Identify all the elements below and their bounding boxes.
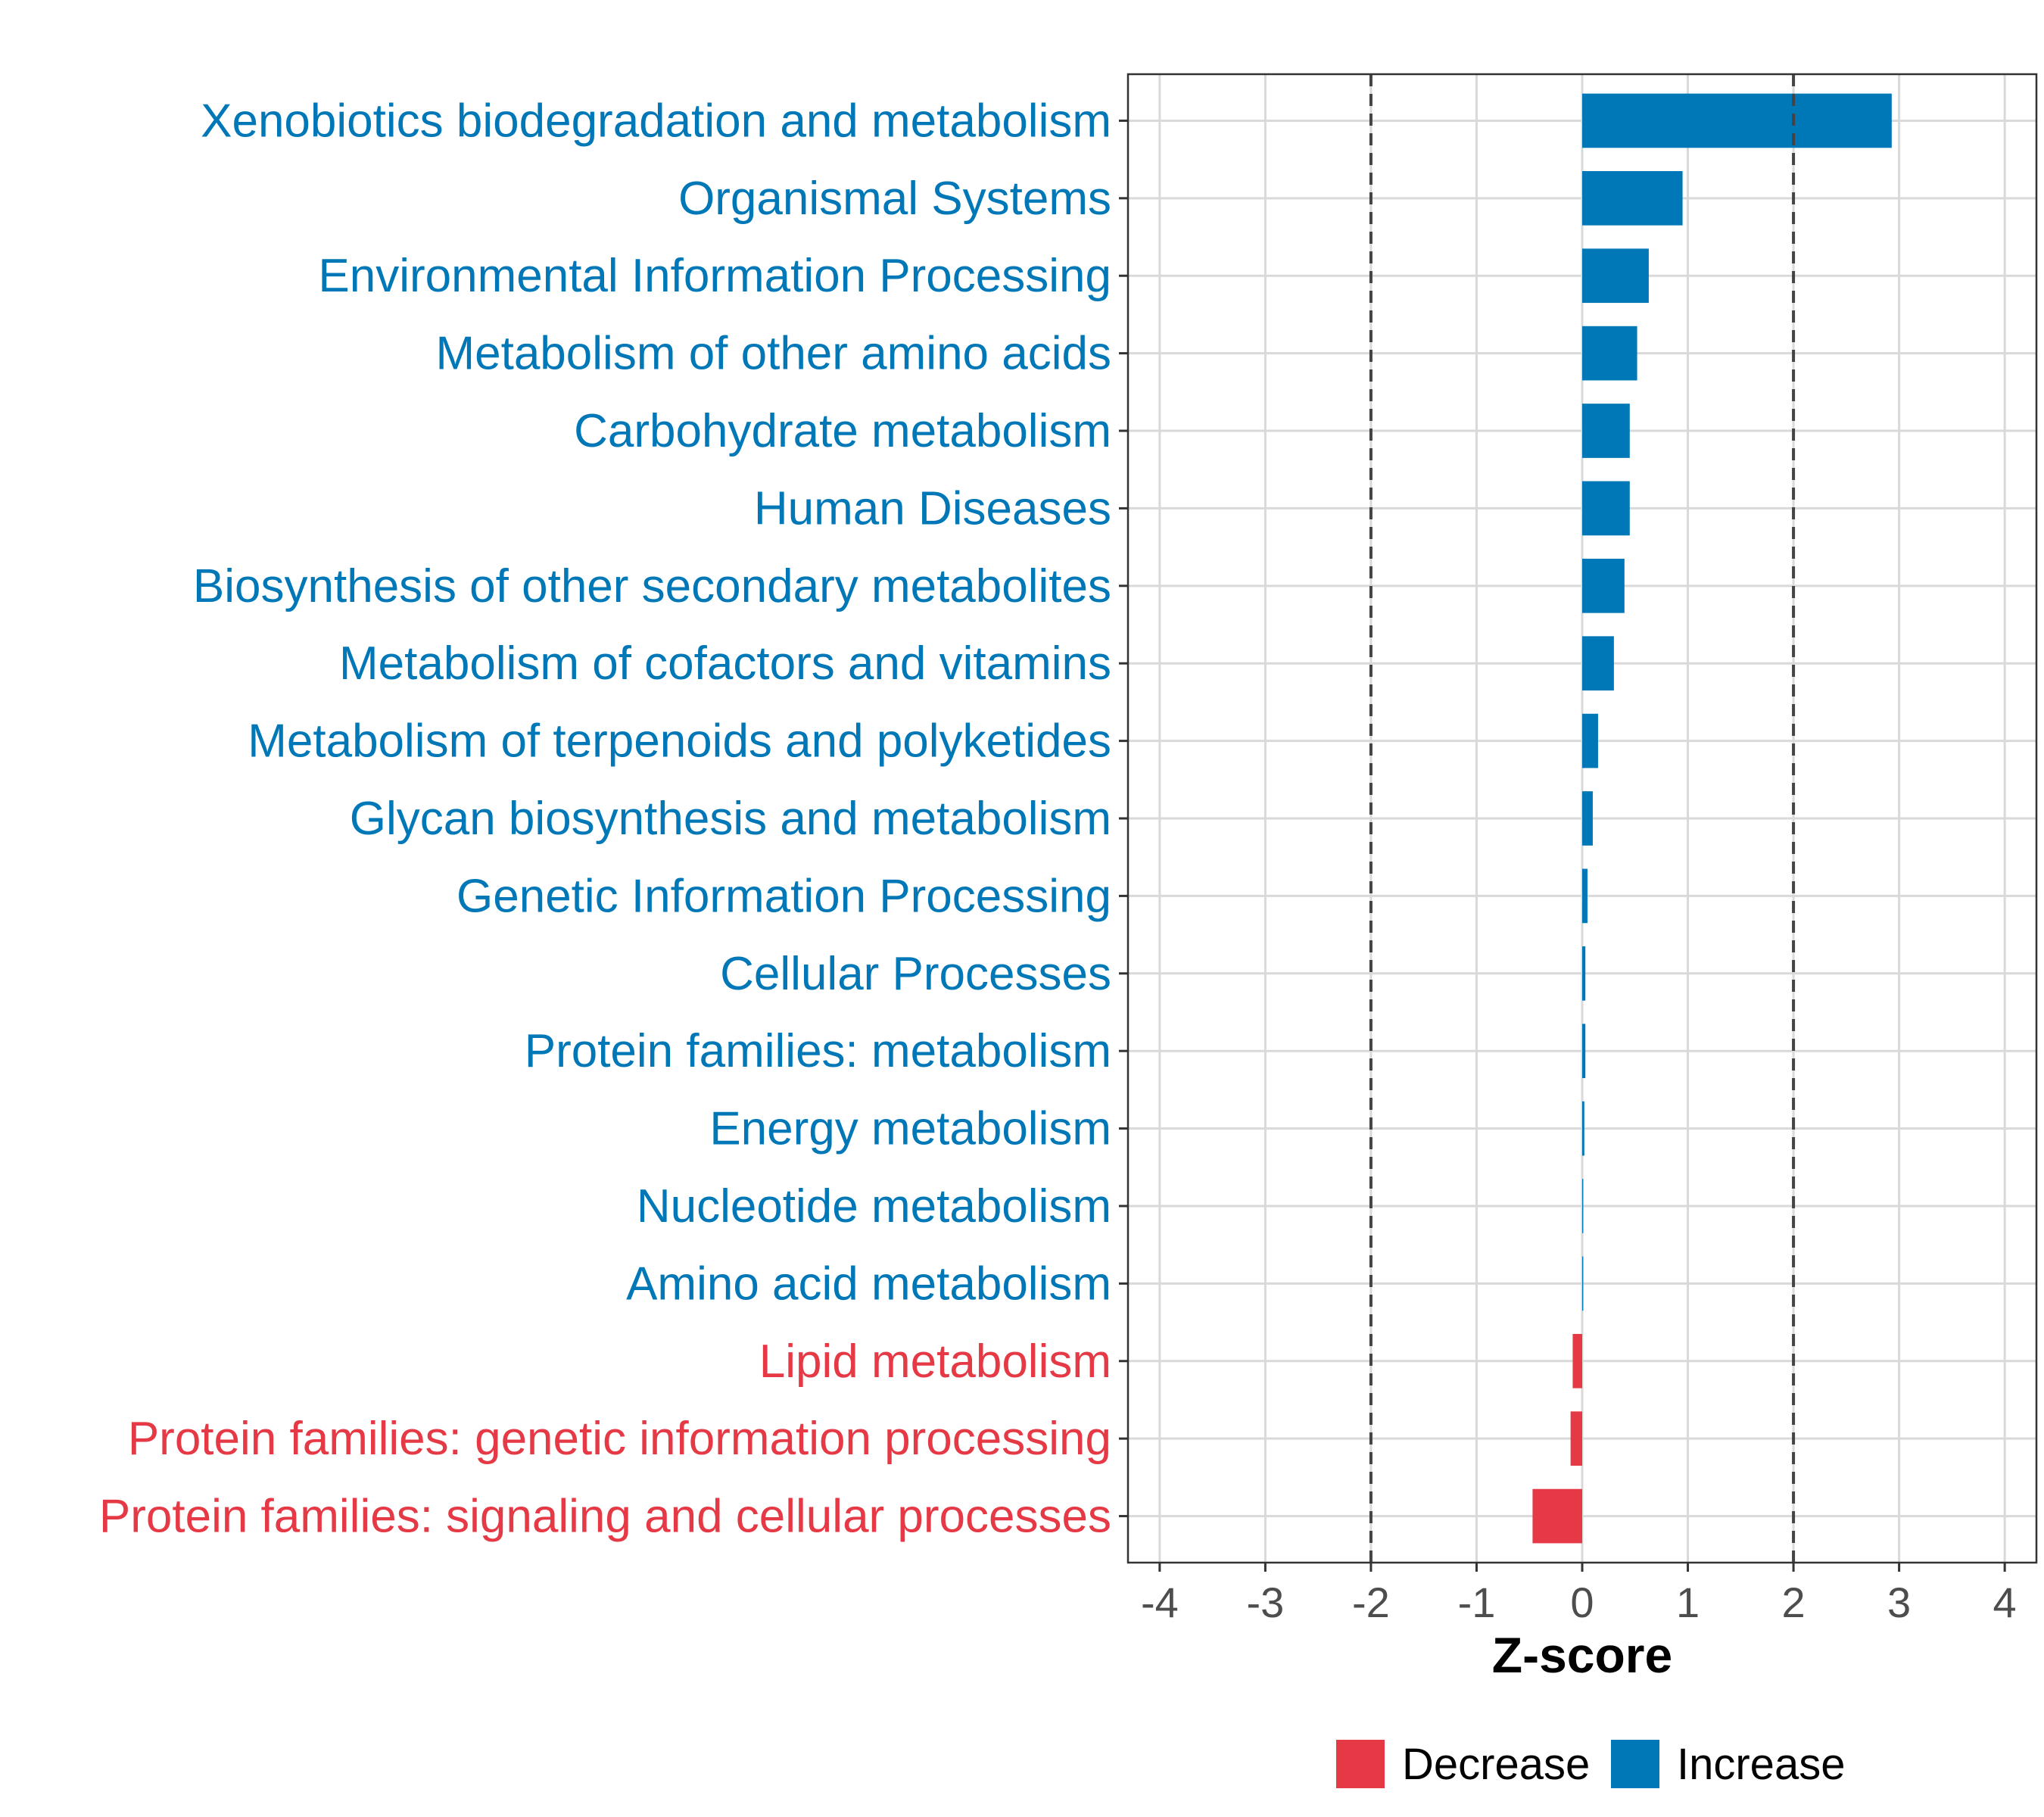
category-label: Nucleotide metabolism <box>637 1180 1111 1233</box>
x-axis: -4 -3 -2 -1 0 1 2 3 4 <box>1141 1563 2017 1626</box>
bar-layer <box>1532 93 1892 1544</box>
category-label: Metabolism of cofactors and vitamins <box>339 637 1111 690</box>
bar <box>1532 1488 1582 1544</box>
x-tick-label: -4 <box>1141 1579 1179 1626</box>
legend: Decrease Increase <box>1336 1740 1845 1789</box>
bar <box>1582 713 1598 768</box>
category-label: Environmental Information Processing <box>318 250 1111 302</box>
category-label: Genetic Information Processing <box>456 870 1111 922</box>
bar <box>1582 1101 1584 1156</box>
bar <box>1572 1333 1582 1388</box>
x-tick-label: -3 <box>1246 1579 1284 1626</box>
bar <box>1582 93 1892 148</box>
x-tick-label: 0 <box>1570 1579 1594 1626</box>
x-tick-label: 1 <box>1676 1579 1700 1626</box>
bar <box>1570 1411 1582 1466</box>
category-label: Protein families: signaling and cellular… <box>99 1491 1111 1543</box>
category-label: Cellular Processes <box>720 948 1111 1000</box>
category-label: Lipid metabolism <box>759 1335 1111 1388</box>
legend-label: Decrease <box>1402 1740 1590 1789</box>
bar <box>1582 481 1630 536</box>
category-label: Biosynthesis of other secondary metaboli… <box>193 560 1111 612</box>
bar <box>1582 791 1593 846</box>
x-tick-label: 4 <box>1993 1579 2017 1626</box>
category-label: Energy metabolism <box>709 1103 1111 1155</box>
category-label: Organismal Systems <box>678 173 1111 225</box>
category-label: Glycan biosynthesis and metabolism <box>350 793 1111 845</box>
category-label: Protein families: genetic information pr… <box>128 1413 1111 1465</box>
legend-swatch <box>1336 1740 1385 1788</box>
bar <box>1582 326 1637 381</box>
bar <box>1582 1024 1586 1079</box>
x-tick-label: 3 <box>1887 1579 1911 1626</box>
x-tick-label: 2 <box>1781 1579 1805 1626</box>
bar <box>1582 946 1586 1001</box>
category-label: Metabolism of other amino acids <box>435 328 1111 380</box>
y-axis: Xenobiotics biodegradation and metabolis… <box>99 95 1128 1543</box>
bar <box>1582 170 1683 226</box>
bar <box>1582 404 1630 458</box>
bar <box>1582 636 1614 691</box>
bar <box>1582 1179 1584 1233</box>
x-tick-label: -1 <box>1458 1579 1496 1626</box>
bar <box>1582 868 1588 924</box>
category-label: Protein families: metabolism <box>525 1025 1111 1077</box>
bar <box>1582 248 1649 304</box>
legend-label: Increase <box>1677 1740 1845 1789</box>
x-tick-label: -2 <box>1352 1579 1390 1626</box>
category-label: Amino acid metabolism <box>626 1258 1111 1310</box>
bar <box>1582 558 1625 613</box>
category-label: Carbohydrate metabolism <box>574 405 1111 457</box>
reference-lines <box>1369 74 1796 1563</box>
category-label: Xenobiotics biodegradation and metabolis… <box>201 95 1111 147</box>
category-label: Metabolism of terpenoids and polyketides <box>248 715 1111 768</box>
x-axis-title: Z-score <box>1492 1627 1672 1683</box>
category-label: Human Diseases <box>754 482 1111 535</box>
bar <box>1582 1256 1584 1311</box>
legend-swatch <box>1611 1740 1659 1788</box>
